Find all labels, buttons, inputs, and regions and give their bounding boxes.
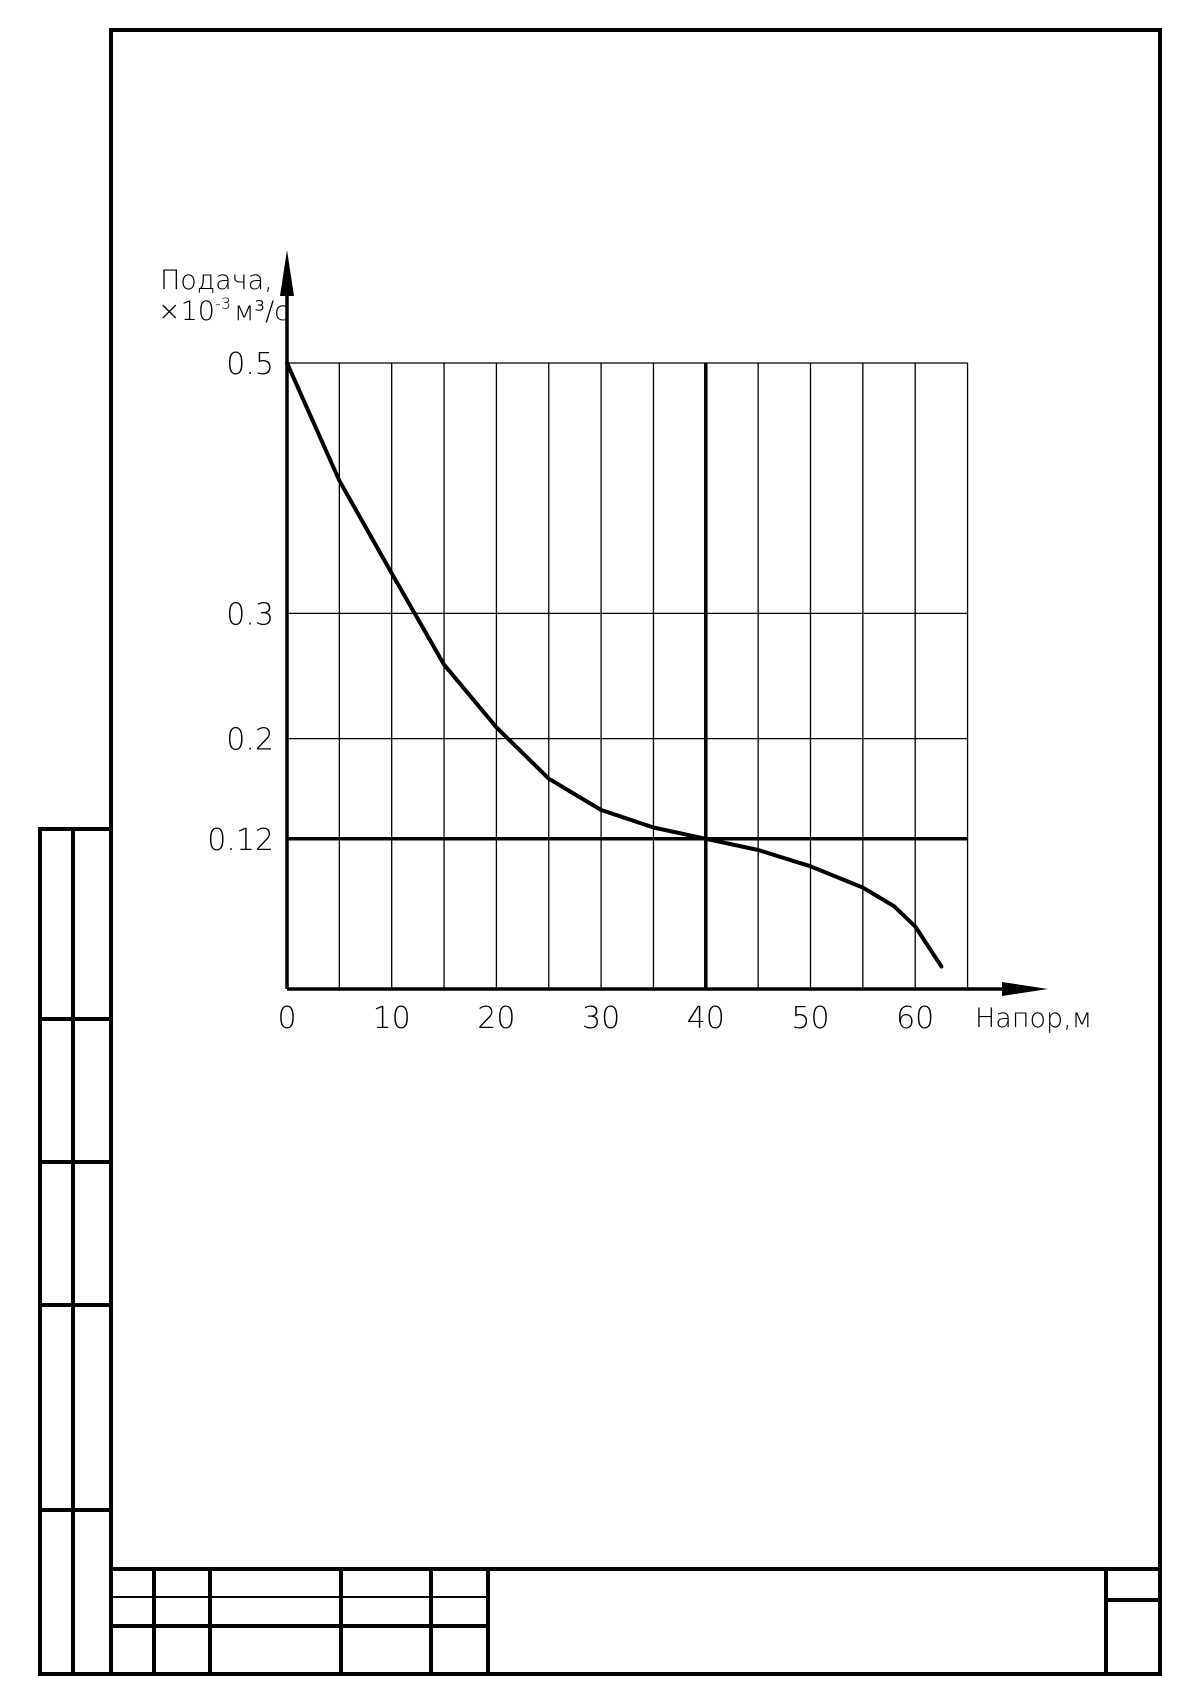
y-axis-label-exponent: -3 (215, 294, 231, 313)
binding-strip-border (38, 827, 113, 1676)
vertical-gridlines (338, 363, 969, 989)
x-tick-labels: 0 10 20 30 40 50 60 (277, 1001, 934, 1036)
y-axis-label-line1: Подача, (160, 265, 273, 296)
series-line (285, 361, 944, 969)
y-axis-label-line2: ×10-3 м³/с (158, 294, 289, 327)
y-tick-label: 0.5 (226, 347, 274, 382)
x-tick-label: 40 (687, 1001, 725, 1036)
x-tick-label: 10 (373, 1001, 411, 1036)
pump-characteristic-chart: 0 10 20 30 40 50 60 0.5 0.3 0.2 0.12 Подача, ×10-… (158, 250, 1092, 1036)
y-axis-arrowhead (280, 250, 294, 296)
y-axis-label-unit: м³/с (234, 296, 289, 327)
title-block (111, 1567, 1160, 1674)
series-points (287, 363, 942, 967)
x-axis-label: Напор,м (975, 1003, 1092, 1034)
y-tick-label: 0.3 (226, 597, 274, 632)
x-tick-label: 20 (477, 1001, 515, 1036)
x-tick-label: 60 (896, 1001, 934, 1036)
y-axis-label-prefix: ×10 (158, 296, 215, 327)
y-tick-labels: 0.5 0.3 0.2 0.12 (207, 347, 274, 858)
left-binding-strip (38, 827, 113, 1676)
x-tick-label: 50 (791, 1001, 829, 1036)
x-axis-arrowhead (1002, 982, 1048, 996)
horizontal-gridlines (287, 362, 968, 840)
x-tick-label: 0 (277, 1001, 296, 1036)
x-tick-label: 30 (582, 1001, 620, 1036)
y-tick-label: 0.2 (226, 723, 274, 758)
y-tick-label: 0.12 (207, 823, 274, 858)
